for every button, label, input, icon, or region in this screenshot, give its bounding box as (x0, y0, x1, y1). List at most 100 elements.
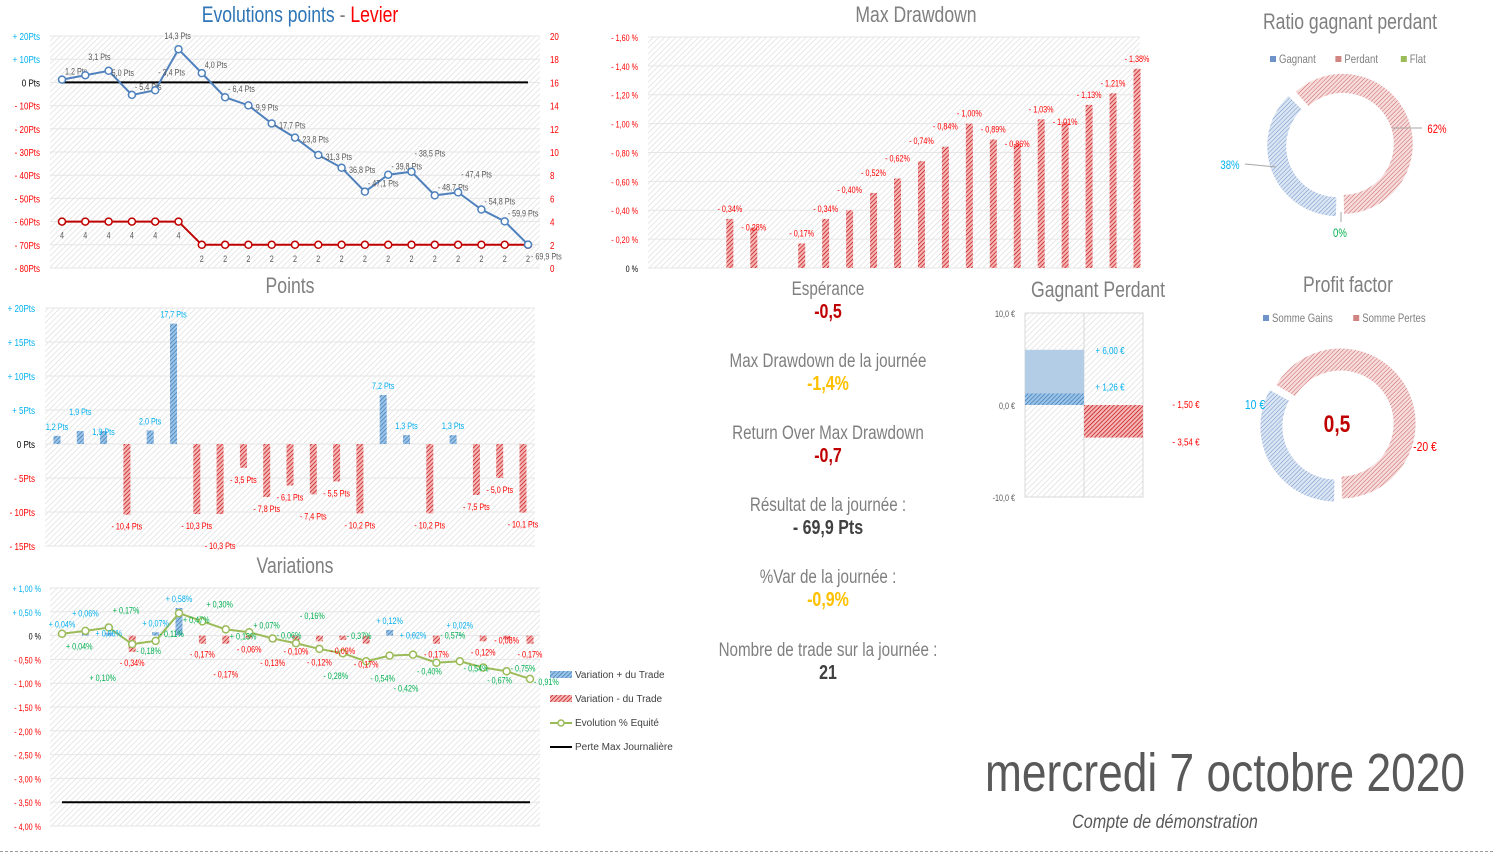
point-label: 1,2 Pts (65, 67, 87, 77)
gain-bar (170, 323, 177, 444)
point-label: - 59,9 Pts (508, 209, 539, 219)
bar-label: - 3,5 Pts (230, 475, 257, 485)
resultat-label: Résultat de la journée : (749, 495, 907, 516)
variation-bar-label: + 0,12% (376, 616, 403, 626)
y-tick-label: 10,0 € (995, 309, 1015, 319)
point-label: - 9,9 Pts (251, 103, 278, 113)
gain-bar (76, 431, 84, 444)
levier-point (174, 217, 183, 226)
loss-bar (239, 444, 247, 468)
drawdown-label: - 0,52% (861, 168, 886, 178)
levier-label: 4 (153, 231, 157, 241)
drawdown-bar (917, 161, 925, 268)
variation-bar-label: - 0,12% (307, 658, 332, 668)
y-tick-label: - 1,50 % (14, 703, 41, 713)
drawdown-bar (750, 227, 758, 268)
equity-label: - 0,11% (160, 629, 184, 639)
gain-avg-label: + 1,26 € (1095, 382, 1124, 393)
equity-label: + 0,07% (253, 621, 280, 631)
max-drawdown-value: -1,4% (807, 373, 849, 395)
point-label: - 39,8 Pts (391, 162, 422, 172)
equity-point (525, 674, 535, 684)
y2-tick-label: 2 (550, 240, 554, 251)
levier-point (314, 240, 323, 250)
point-label: - 6,4 Pts (228, 85, 255, 95)
equity-point (338, 648, 348, 658)
y-tick-label: + 10Pts (8, 371, 36, 382)
levier-label: 4 (176, 231, 180, 241)
levier-label: 2 (479, 254, 483, 264)
title-part: Evolutions points (202, 3, 335, 27)
variation-plus-bar (409, 634, 417, 636)
variation-minus-bar (222, 635, 230, 644)
equity-label: + 0,17% (113, 606, 140, 616)
points-marker (197, 68, 207, 78)
y-tick-label: 0 Pts (22, 78, 41, 89)
point-label: 5,0 Pts (112, 68, 134, 78)
stat-resultat: Résultat de la journée : - 69,9 Pts (690, 495, 966, 540)
bar-label: - 6,1 Pts (277, 493, 304, 503)
equity-point (408, 650, 418, 659)
equity-point (291, 638, 301, 648)
gain-bar (53, 435, 61, 444)
drawdown-bar (1037, 119, 1045, 268)
levier-label: 2 (503, 254, 507, 264)
point-label: - 38,5 Pts (415, 149, 446, 159)
nb-trades-label: Nombre de trade sur la journée : (718, 640, 938, 661)
y-tick-label: -10,0 € (993, 493, 1016, 503)
legend-label: Gagnant (1279, 53, 1316, 66)
variation-bar-label: - 0,12% (471, 648, 496, 658)
points-marker (407, 167, 416, 176)
chart-title: Evolutions points - Levier (202, 3, 399, 27)
levier-label: 2 (409, 254, 413, 264)
variation-bar-label: + 0,58% (166, 594, 193, 604)
drawdown-label: - 0,40% (837, 186, 862, 196)
esperance-value: -0,5 (814, 301, 842, 323)
y-tick-label: - 0,80 % (611, 149, 638, 159)
variation-bar-label: - 0,06% (237, 645, 262, 655)
legend-label: Flat (1410, 53, 1426, 66)
y-tick-label: - 60Pts (15, 217, 41, 228)
levier-label: 2 (223, 254, 227, 264)
y-tick-label: - 0,50 % (14, 656, 41, 666)
levier-point (244, 240, 253, 250)
points-marker (523, 240, 533, 249)
y-tick-label: 0 % (29, 632, 41, 642)
equity-label: - 0,54% (370, 674, 395, 684)
bar-label: 2,0 Pts (139, 417, 161, 427)
y2-tick-label: 18 (550, 54, 559, 65)
drawdown-label: - 0,34% (813, 204, 838, 214)
equity-point (104, 623, 114, 632)
drawdown-bar (726, 218, 734, 268)
y-tick-label: 0 % (626, 264, 638, 274)
gain-bar (146, 430, 154, 444)
equity-point (244, 628, 254, 637)
drawdown-label: - 1,21% (1101, 79, 1126, 89)
variation-minus-bar (362, 635, 370, 644)
max-drawdown-label: Max Drawdown de la journée (729, 351, 927, 372)
equity-label: - 0,42% (394, 684, 419, 694)
levier-label: 2 (386, 254, 390, 264)
y-tick-label: - 10Pts (15, 101, 41, 112)
gain-slice (1267, 95, 1337, 217)
levier-point (57, 217, 67, 226)
levier-label: 4 (130, 231, 134, 241)
chart-title: Ratio gagnant perdant (1263, 10, 1437, 34)
drawdown-bar (1133, 68, 1141, 268)
levier-label: 2 (200, 254, 204, 264)
loss-slice (1295, 73, 1413, 214)
levier-point (127, 217, 137, 226)
levier-point (477, 240, 486, 250)
variation-bar-label: + 0,02% (400, 631, 427, 641)
gain-max-label: + 6,00 € (1095, 345, 1124, 356)
variation-bar-label: - 0,17% (190, 650, 215, 660)
profit-factor-value: 0,5 (1324, 410, 1351, 438)
y2-tick-label: 12 (550, 124, 559, 135)
equity-point (478, 663, 488, 672)
levier-label: 2 (456, 254, 460, 264)
legend-label: Somme Pertes (1362, 312, 1426, 325)
points-marker (244, 101, 253, 110)
points-marker (360, 187, 370, 196)
variation-minus-bar (526, 635, 534, 644)
